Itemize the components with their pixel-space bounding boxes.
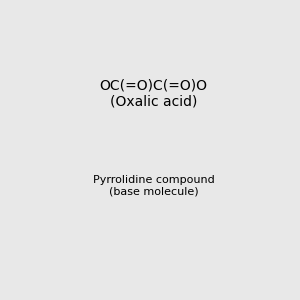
Text: Pyrrolidine compound
(base molecule): Pyrrolidine compound (base molecule)	[93, 175, 214, 197]
Text: OC(=O)C(=O)O
(Oxalic acid): OC(=O)C(=O)O (Oxalic acid)	[100, 79, 208, 109]
